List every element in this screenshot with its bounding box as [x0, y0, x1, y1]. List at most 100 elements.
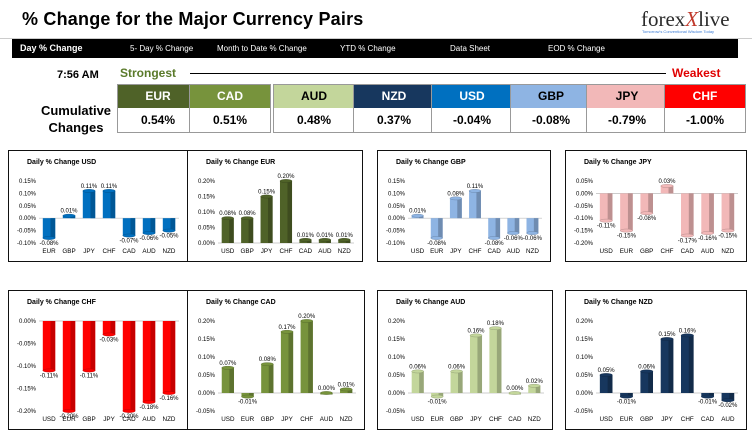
- chart-panel-aud: Daily % Change AUD 0.20% 0.15% 0.10% 0.05% 0.…: [377, 290, 553, 430]
- bar-cap: [42, 368, 56, 373]
- data-label: 0.08%: [259, 357, 277, 363]
- data-label: 0.17%: [278, 325, 296, 331]
- chart-title: Daily % Change USD: [27, 159, 97, 166]
- y-tick-label: 0.00%: [19, 216, 37, 222]
- bar-cap: [62, 409, 76, 413]
- x-tick-label: CAD: [299, 248, 313, 255]
- bar-shade: [535, 385, 541, 393]
- bar-chart: 0.20% 0.15% 0.10% 0.05% 0.00% USD GBP JPY CHF CAD…: [198, 174, 354, 255]
- bar: [82, 189, 96, 219]
- data-label: -0.15%: [617, 234, 637, 240]
- bar-chart: 0.15% 0.10% 0.05% 0.00% -0.05% -0.10% EUR GBP JP…: [17, 179, 179, 255]
- currency-change-value: -0.04%: [452, 113, 492, 127]
- x-tick-label: GBP: [62, 248, 75, 255]
- bar-shade: [514, 218, 520, 234]
- tab-month-to-date-change[interactable]: Month to Date % Change: [217, 44, 307, 53]
- data-label: 0.08%: [447, 191, 465, 197]
- bar: [339, 387, 353, 393]
- tab-data-sheet[interactable]: Data Sheet: [450, 44, 491, 53]
- data-label: -0.08%: [39, 241, 59, 247]
- bar-cap: [240, 216, 254, 220]
- bar-shade: [668, 185, 674, 194]
- tab-day-change[interactable]: Day % Change: [20, 43, 83, 53]
- tab-ytd-change[interactable]: YTD % Change: [340, 44, 396, 53]
- bar: [488, 218, 501, 240]
- x-tick-label: EUR: [430, 248, 444, 255]
- x-tick-label: GBP: [82, 416, 95, 423]
- bar-shade: [268, 364, 274, 393]
- x-tick-label: NZD: [721, 248, 734, 255]
- x-tick-label: JPY: [661, 416, 673, 423]
- y-tick-label: 0.05%: [388, 204, 406, 210]
- chart-title: Daily % Change AUD: [396, 299, 466, 306]
- bar-cap: [411, 369, 424, 374]
- y-tick-label: 0.00%: [198, 241, 216, 247]
- bar-shade: [648, 371, 654, 393]
- bar-cap: [221, 216, 234, 220]
- bar: [221, 216, 234, 243]
- bar-shade: [288, 331, 294, 393]
- bar: [300, 319, 314, 393]
- y-tick-label: 0.05%: [198, 226, 216, 232]
- bar: [468, 189, 482, 219]
- data-label: 0.06%: [638, 364, 656, 370]
- y-tick-label: 0.10%: [19, 191, 37, 197]
- x-tick-label: CAD: [508, 416, 522, 423]
- bar-body: [660, 185, 674, 194]
- x-tick-label: JPY: [470, 416, 482, 423]
- bar: [320, 391, 333, 395]
- bar: [528, 384, 541, 393]
- bar-shade: [457, 198, 462, 219]
- data-label: 0.07%: [219, 361, 237, 367]
- bar: [701, 193, 715, 235]
- x-tick-label: GBP: [240, 248, 253, 255]
- forexlive-logo[interactable]: forexXlive: [641, 7, 730, 31]
- bar-cap: [619, 228, 633, 233]
- y-tick-label: -0.05%: [574, 204, 594, 210]
- x-tick-label: CAD: [122, 248, 136, 255]
- y-tick-label: 0.15%: [198, 195, 216, 201]
- tab-5-day-change[interactable]: 5- Day % Change: [130, 44, 194, 53]
- bar: [338, 238, 351, 243]
- x-tick-label: AUD: [701, 248, 715, 255]
- data-label: 0.01%: [316, 233, 334, 239]
- bar-cap: [42, 236, 56, 240]
- bar: [62, 213, 76, 219]
- y-tick-label: 0.05%: [388, 373, 406, 379]
- bar-shade: [729, 393, 735, 401]
- data-label: 0.11%: [101, 184, 118, 190]
- x-tick-label: JPY: [103, 416, 115, 423]
- y-tick-label: 0.00%: [388, 216, 406, 222]
- bar: [680, 193, 694, 238]
- bar-cap: [528, 384, 541, 388]
- bar-cap: [599, 218, 613, 223]
- y-tick-label: 0.00%: [576, 391, 594, 397]
- x-tick-label: JPY: [450, 248, 462, 255]
- bar-cap: [640, 211, 654, 216]
- bar: [660, 184, 674, 194]
- chart-title: Daily % Change EUR: [206, 159, 276, 166]
- bar: [469, 333, 483, 393]
- tab-eod-change[interactable]: EOD % Change: [548, 44, 605, 53]
- bar: [102, 321, 116, 337]
- bar-shade: [709, 393, 714, 397]
- bar-body: [469, 190, 481, 219]
- bar-cap: [300, 319, 314, 323]
- x-tick-label: GBP: [640, 248, 653, 255]
- bar-cap: [469, 333, 483, 338]
- bar-shade: [229, 218, 234, 243]
- x-tick-label: EUR: [430, 416, 444, 423]
- bar: [660, 337, 674, 393]
- bar-shade: [268, 196, 273, 243]
- bar-shade: [130, 218, 136, 236]
- bar: [221, 366, 235, 393]
- x-tick-label: GBP: [450, 416, 463, 423]
- chart-panel-usd: Daily % Change USD 0.15% 0.10% 0.05% 0.00% -0…: [8, 150, 188, 262]
- y-tick-label: 0.10%: [576, 355, 594, 361]
- data-label: 0.01%: [336, 233, 354, 239]
- currency-box-eur: EUR 0.54%: [117, 84, 199, 133]
- bar-cap: [599, 373, 613, 377]
- x-tick-label: CAD: [487, 248, 501, 255]
- y-tick-label: -0.20%: [17, 409, 37, 415]
- x-tick-label: CAD: [122, 416, 136, 423]
